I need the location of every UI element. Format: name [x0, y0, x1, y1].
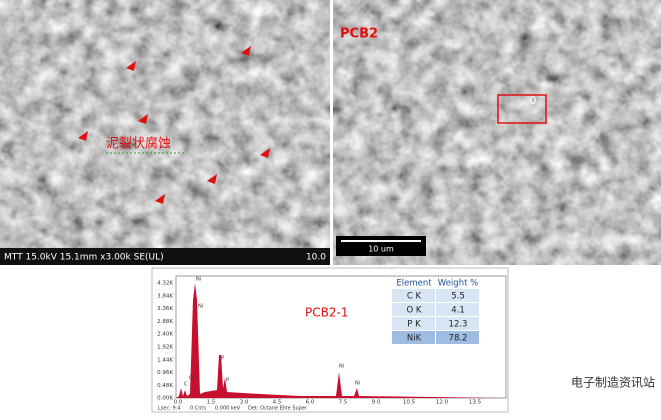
spot-label: 0	[530, 94, 537, 107]
table-cell	[392, 303, 435, 316]
table-text: 5.5	[451, 292, 465, 302]
x-axis-label: 3.0	[240, 400, 249, 406]
x-axis-label: 4.5	[273, 400, 282, 406]
peak-label: C	[184, 382, 188, 388]
y-axis-label: 0.00K	[157, 396, 173, 402]
watermark: 电子制造资讯站	[571, 376, 655, 390]
x-axis-label: 0.0	[174, 400, 183, 406]
table-cell	[436, 289, 479, 302]
peak-label: Ni	[198, 304, 203, 310]
arrows	[78, 46, 270, 204]
peak-label: O	[189, 376, 193, 382]
table-text: O K	[407, 306, 422, 316]
y-axis-label: 3.84K	[157, 293, 173, 299]
table-text: NiK	[407, 334, 422, 344]
spectrum-title: PCB2-1	[305, 306, 348, 320]
table-cell	[436, 303, 479, 316]
table-cell	[392, 317, 435, 330]
scale-label: 10.0	[306, 253, 326, 263]
y-axis-label: 4.32K	[157, 281, 173, 287]
peak-label: Ni	[196, 277, 201, 283]
x-axis-label: 6.0	[306, 400, 315, 406]
info-text: MTT 15.0kV 15.1mm x3.00k SE(UL)	[4, 253, 164, 263]
x-axis-label: 1.5	[207, 400, 216, 406]
table-text: 12.3	[449, 320, 468, 330]
x-axis-label: 12.0	[436, 400, 449, 406]
x-axis-label: 13.5	[469, 400, 482, 406]
x-axis-label: 7.5	[339, 400, 348, 406]
y-axis-label: 0.48K	[157, 383, 173, 389]
table-text: 78.2	[449, 334, 468, 344]
y-axis-label: 3.36K	[157, 306, 173, 312]
sem-image-right	[333, 0, 661, 265]
status: 0.000 keV	[215, 406, 241, 412]
table-cell	[392, 331, 435, 344]
table-cell	[392, 289, 435, 302]
info-bar	[0, 248, 330, 265]
table-header: Element	[396, 279, 432, 289]
table-text: P K	[407, 320, 421, 330]
x-axis-label: 10.5	[403, 400, 416, 406]
y-axis-label: 0.96K	[157, 370, 173, 376]
peak-label: P	[221, 356, 224, 362]
status: 0 Cnts	[190, 406, 206, 412]
table-cell	[436, 331, 479, 344]
table-cell	[436, 317, 479, 330]
peak-label: Ni	[339, 364, 344, 370]
annotation: 泥裂状腐蚀	[106, 137, 171, 152]
table-text: C K	[407, 292, 422, 302]
y-axis-label: 1.92K	[157, 345, 173, 351]
sample-label: PCB2	[340, 27, 378, 42]
table-text: 4.1	[451, 306, 465, 316]
scale-bar-label: 10 um	[368, 245, 394, 254]
y-axis-label: 1.44K	[157, 357, 173, 363]
y-axis-label: 2.40K	[157, 332, 173, 338]
table-header: Weight %	[438, 279, 478, 289]
peak-label: P	[226, 378, 229, 384]
spot-box	[497, 94, 547, 124]
status: Lsec: 9.4	[158, 406, 180, 412]
sem-image-left	[0, 0, 330, 265]
x-axis-label: 9.0	[372, 400, 381, 406]
peak-label: Ni	[355, 381, 360, 387]
status: Det: Octane Elite Super	[248, 406, 308, 412]
y-axis-label: 2.88K	[157, 319, 173, 325]
